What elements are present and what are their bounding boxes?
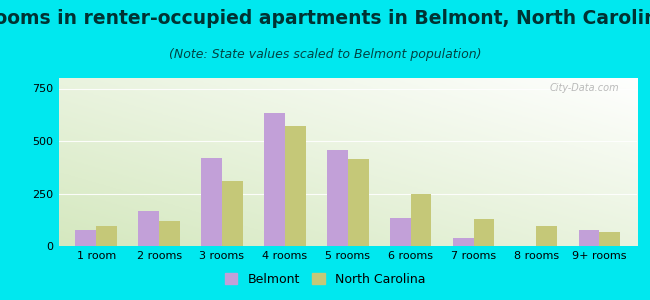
Bar (327, 150, 348, 246)
Bar (222, 181, 242, 246)
Bar (599, 232, 620, 246)
Bar (264, 112, 285, 246)
Bar (536, 226, 557, 246)
Text: (Note: State values scaled to Belmont population): (Note: State values scaled to Belmont po… (169, 48, 481, 61)
Legend: Belmont, North Carolina: Belmont, North Carolina (220, 268, 430, 291)
Bar (285, 126, 306, 246)
Bar (159, 221, 180, 246)
Bar (473, 219, 494, 246)
Bar (453, 238, 473, 246)
Bar (202, 158, 222, 246)
Bar (75, 230, 96, 246)
Bar (138, 211, 159, 246)
Bar (578, 230, 599, 246)
Bar (390, 218, 411, 246)
Bar (348, 159, 369, 246)
Text: City-Data.com: City-Data.com (550, 83, 619, 93)
Text: Rooms in renter-occupied apartments in Belmont, North Carolina: Rooms in renter-occupied apartments in B… (0, 9, 650, 28)
Bar (96, 226, 117, 246)
Bar (411, 194, 432, 246)
